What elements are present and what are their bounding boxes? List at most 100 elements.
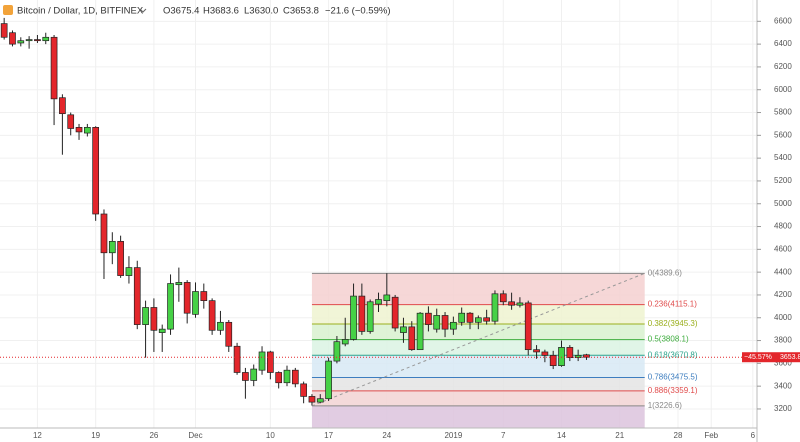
fib-label: 0.236(4115.1) — [648, 300, 698, 309]
x-tick-label: 19 — [91, 431, 100, 440]
candle-body — [325, 360, 332, 400]
ohlc-open: O3675.4 — [163, 6, 199, 17]
symbol-title: Bitcoin / Dollar, 1D, BITFINEX — [17, 6, 144, 17]
fib-label: 0(4389.6) — [648, 268, 683, 277]
candle-body — [17, 40, 25, 44]
candle-body — [366, 301, 374, 332]
ohlc-change: −21.6 (−0.59%) — [325, 6, 391, 17]
candle-body — [0, 23, 8, 38]
candle-body — [167, 283, 174, 330]
y-tick-label: 3400 — [774, 381, 792, 390]
candle-body — [341, 339, 349, 345]
candle-body — [474, 317, 482, 323]
candle-body — [308, 396, 316, 403]
candle-body — [34, 39, 41, 42]
candle-body — [250, 368, 258, 381]
x-tick-label: 10 — [266, 431, 275, 440]
candle-body — [283, 369, 291, 384]
y-tick-label: 6000 — [774, 85, 792, 94]
candle-body — [508, 301, 515, 306]
candle-body — [92, 127, 100, 215]
candle-body — [549, 355, 557, 366]
fib-zone — [311, 355, 645, 378]
candle-body — [183, 282, 191, 314]
candle-body — [233, 345, 241, 373]
y-tick-label: 4000 — [774, 313, 792, 322]
candle-body — [300, 383, 307, 397]
candle-body — [291, 369, 299, 385]
y-tick-label: 4400 — [774, 267, 792, 276]
y-tick-label: 6200 — [774, 62, 792, 71]
candle-body — [75, 127, 83, 133]
x-tick-label: 28 — [674, 431, 683, 440]
candle-body — [358, 295, 366, 332]
candle-body — [408, 326, 416, 351]
x-tick-label: 7 — [501, 431, 506, 440]
candle-body — [267, 351, 274, 373]
change-label: −45.57% — [744, 354, 772, 361]
y-tick-label: 5000 — [774, 199, 792, 208]
candle-body — [558, 347, 565, 366]
y-tick-label: 3600 — [774, 358, 792, 367]
y-tick-label: 4200 — [774, 290, 792, 299]
candle-body — [175, 282, 183, 286]
candle-body — [217, 321, 224, 331]
fib-label: 0.382(3945.3) — [648, 319, 698, 328]
candle-body — [375, 299, 382, 305]
candle-body — [42, 36, 50, 42]
candle-body — [574, 355, 582, 359]
candle-body — [242, 372, 249, 381]
candle-body — [225, 321, 233, 347]
candle-body — [200, 291, 208, 301]
x-tick-label: Feb — [704, 431, 718, 440]
y-tick-label: 3800 — [774, 336, 792, 345]
candle-body — [84, 127, 91, 134]
candle-body — [483, 317, 490, 322]
fib-label: 0.786(3475.5) — [648, 373, 698, 382]
x-tick-label: Dec — [188, 431, 202, 440]
candle-body — [67, 114, 75, 129]
candle-body — [108, 241, 116, 254]
candle-body — [9, 32, 16, 45]
candle-body — [450, 321, 457, 330]
candle-body — [333, 341, 341, 362]
candle-body — [192, 291, 199, 315]
candle-body — [142, 307, 149, 325]
candle-body — [566, 347, 574, 359]
candle-body — [150, 307, 158, 331]
fib-label: 0.886(3359.1) — [648, 386, 698, 395]
x-tick-label: 21 — [615, 431, 624, 440]
candle-body — [466, 312, 474, 323]
y-tick-label: 6600 — [774, 16, 792, 25]
price-badge — [779, 352, 800, 363]
candle-body — [533, 349, 540, 353]
fib-label: 1(3226.6) — [648, 401, 683, 410]
y-tick-label: 4600 — [774, 244, 792, 253]
fib-zone — [311, 405, 645, 428]
candle-body — [133, 267, 141, 325]
x-tick-label: 6 — [751, 431, 756, 440]
y-tick-label: 5400 — [774, 153, 792, 162]
candle-body — [391, 296, 399, 329]
ohlc-close: C3653.8 — [283, 6, 319, 17]
candle-body — [125, 267, 133, 276]
candle-body — [425, 312, 432, 325]
candle-body — [433, 315, 441, 330]
ohlc-high: H3683.6 — [203, 6, 239, 17]
fib-zone — [311, 390, 645, 406]
dropdown-chevron[interactable] — [139, 8, 147, 13]
y-tick-label: 5600 — [774, 130, 792, 139]
candle-body — [50, 36, 58, 100]
y-tick-label: 4800 — [774, 222, 792, 231]
x-tick-label: 24 — [382, 431, 391, 440]
x-tick-label: 12 — [33, 431, 42, 440]
x-tick-label: 17 — [324, 431, 333, 440]
candle-body — [416, 312, 424, 351]
x-tick-label: 14 — [557, 431, 566, 440]
price-label: 3653.8 — [780, 354, 800, 361]
candle-body — [458, 312, 466, 323]
y-tick-label: 5800 — [774, 108, 792, 117]
plot-area: 0(4389.6) 0.236(4115.1) 0.382(3945.3) 0.5(3… — [0, 0, 757, 428]
x-tick-label: 2019 — [444, 431, 462, 440]
ohlc-low: L3630.0 — [244, 6, 278, 17]
